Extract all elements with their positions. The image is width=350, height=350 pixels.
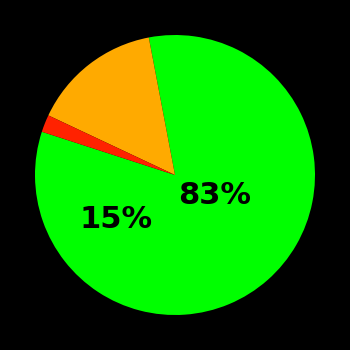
Text: 83%: 83%: [178, 182, 251, 210]
Wedge shape: [35, 35, 315, 315]
Text: 15%: 15%: [80, 205, 153, 234]
Wedge shape: [48, 37, 175, 175]
Wedge shape: [42, 116, 175, 175]
